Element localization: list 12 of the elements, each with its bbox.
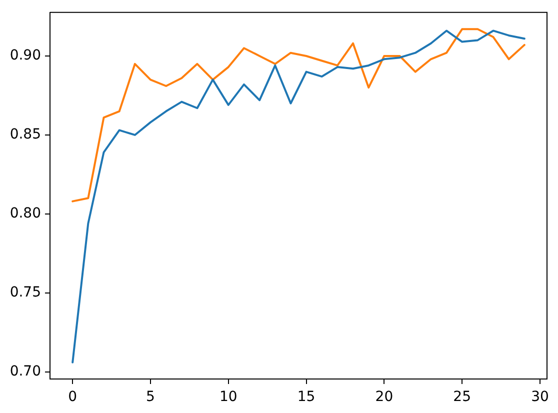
y-tick-label: 0.85 (10, 126, 41, 143)
y-tick-label: 0.75 (10, 284, 41, 301)
x-tick-label: 5 (146, 389, 155, 406)
x-tick-label: 25 (453, 389, 472, 406)
x-tick-label: 10 (219, 389, 238, 406)
x-tick-label: 30 (531, 389, 549, 406)
x-tick-label: 15 (297, 389, 316, 406)
x-tick-label: 0 (68, 389, 78, 406)
x-tick-label: 20 (375, 389, 394, 406)
y-tick-label: 0.70 (10, 364, 41, 380)
y-tick-label: 0.90 (10, 48, 41, 64)
y-tick-label: 0.80 (10, 206, 41, 222)
